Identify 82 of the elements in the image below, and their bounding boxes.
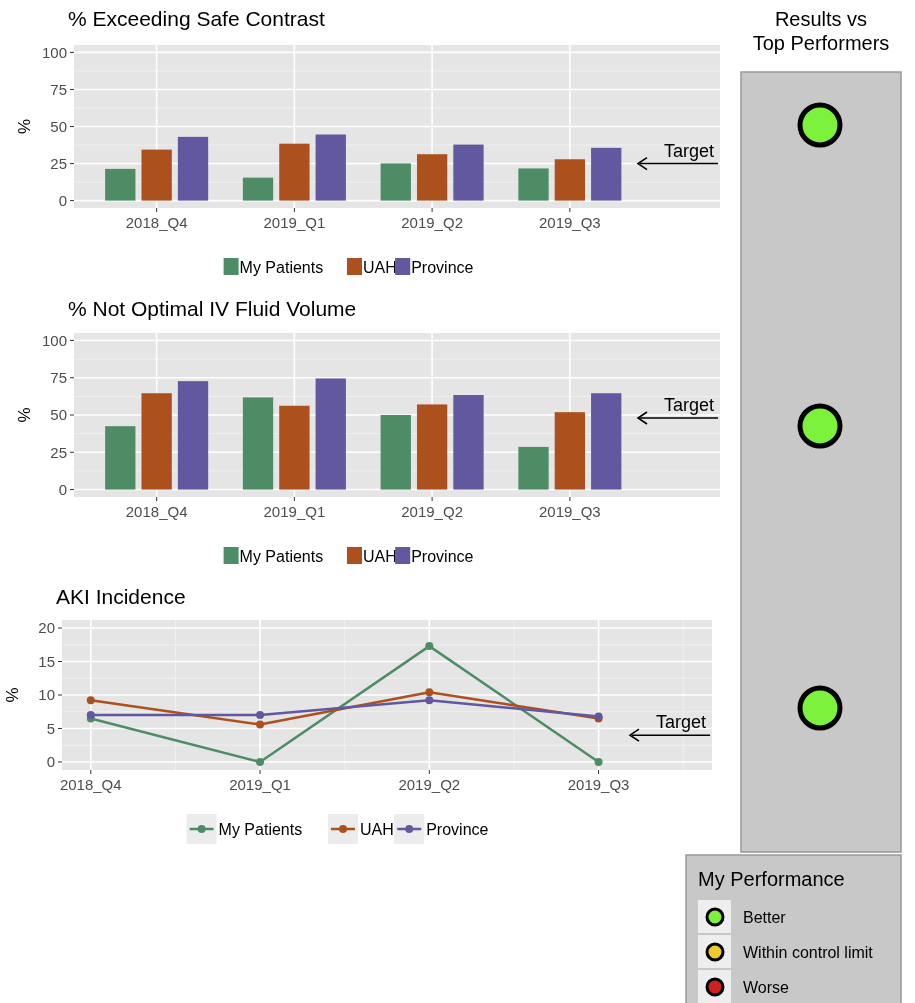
legend-label: Province xyxy=(426,820,489,838)
chart-title: AKI Incidence xyxy=(56,585,186,608)
legend-label: UAH xyxy=(363,547,397,565)
x-tick-label: 2018_Q4 xyxy=(125,503,188,520)
y-tick-label: 75 xyxy=(50,80,67,98)
ref-line-label: Target xyxy=(663,394,714,415)
legend-label: UAH xyxy=(363,258,397,276)
legend-label: My Patients xyxy=(239,258,324,276)
x-tick-label: 2019_Q3 xyxy=(539,503,601,520)
point xyxy=(425,642,434,651)
ref-line-label: Target xyxy=(655,712,706,733)
legend-title: My Performance xyxy=(698,868,845,890)
y-tick-label: 5 xyxy=(46,719,55,737)
category-label: Within control limit xyxy=(743,943,874,961)
bar xyxy=(453,144,484,201)
bar xyxy=(518,446,549,490)
y-tick-label: 100 xyxy=(41,331,67,349)
bar xyxy=(315,378,346,490)
x-tick-label: 2019_Q2 xyxy=(401,214,463,231)
bar xyxy=(518,168,549,201)
text: Results vs Top Performers xyxy=(752,8,890,54)
bar xyxy=(554,412,586,490)
bar xyxy=(453,395,484,490)
y-tick-label: 25 xyxy=(50,443,67,461)
point xyxy=(86,696,95,705)
bar xyxy=(416,404,448,490)
bar xyxy=(591,393,622,490)
legend-label: My Patients xyxy=(239,547,324,565)
y-tick-label: 10 xyxy=(38,686,55,704)
x-tick-label: 2019_Q2 xyxy=(398,776,461,793)
x-tick-label: 2019_Q1 xyxy=(263,503,326,520)
bar xyxy=(105,426,136,490)
x-tick-label: 2019_Q2 xyxy=(401,503,463,520)
bar xyxy=(554,159,586,201)
legend-label: UAH xyxy=(360,820,394,838)
category-label: Worse xyxy=(743,978,790,996)
y-axis-title: % xyxy=(15,118,34,135)
point xyxy=(425,688,434,697)
bar xyxy=(177,136,209,201)
bar xyxy=(141,393,172,490)
bar xyxy=(416,154,448,201)
bar xyxy=(177,381,209,490)
bar xyxy=(315,134,346,201)
chart-title: % Exceeding Safe Contrast xyxy=(68,7,325,30)
bar xyxy=(380,415,411,490)
y-tick-label: 0 xyxy=(58,191,67,209)
y-tick-label: 50 xyxy=(50,406,67,424)
y-tick-label: 20 xyxy=(38,619,55,637)
x-tick-label: 2019_Q1 xyxy=(263,214,326,231)
x-tick-label: 2018_Q4 xyxy=(125,214,188,231)
x-tick-label: 2019_Q3 xyxy=(567,776,630,793)
bar xyxy=(141,149,172,201)
x-tick-label: 2019_Q1 xyxy=(229,776,291,793)
ref-line-label: Target xyxy=(663,140,714,161)
y-tick-label: 100 xyxy=(41,43,67,61)
bar xyxy=(105,168,136,201)
y-tick-label: 0 xyxy=(46,753,55,771)
y-tick-label: 75 xyxy=(50,368,67,386)
point xyxy=(256,757,265,766)
y-tick-label: 0 xyxy=(58,480,67,498)
point xyxy=(425,696,434,705)
bar xyxy=(279,405,310,490)
bar xyxy=(279,143,310,201)
y-tick-label: 25 xyxy=(50,154,67,172)
legend-label: Province xyxy=(411,258,474,276)
bar xyxy=(591,147,622,201)
category-label: Better xyxy=(743,908,787,926)
point xyxy=(594,757,603,766)
x-tick-label: 2018_Q4 xyxy=(59,776,122,793)
point xyxy=(256,711,265,720)
y-tick-label: 15 xyxy=(38,652,55,670)
legend-label: Province xyxy=(411,547,474,565)
bar xyxy=(242,397,274,490)
x-tick-label: 2019_Q3 xyxy=(539,214,601,231)
legend-label: My Patients xyxy=(218,820,303,838)
chart-title: % Not Optimal IV Fluid Volume xyxy=(68,297,357,320)
bar xyxy=(242,177,274,201)
bar xyxy=(380,163,411,201)
y-axis-title: % xyxy=(3,687,22,703)
y-tick-label: 50 xyxy=(50,117,67,135)
y-axis-title: % xyxy=(15,407,34,423)
point xyxy=(256,720,265,729)
